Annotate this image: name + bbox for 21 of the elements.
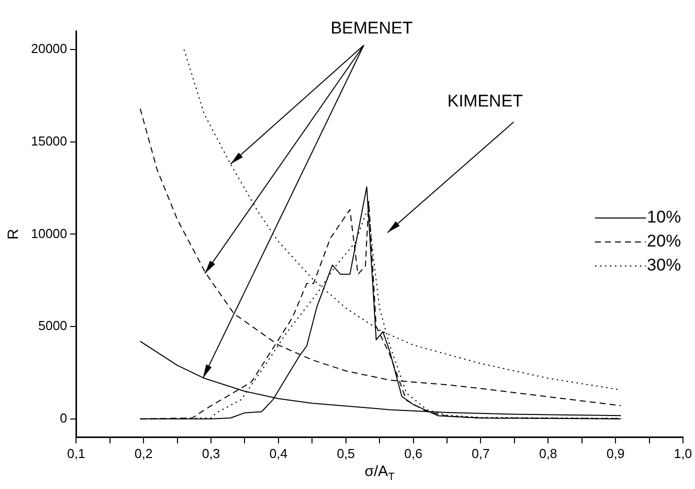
x-tick-label: 0,6 — [404, 446, 422, 461]
legend-label: 30% — [646, 256, 681, 275]
annotation: BEMENET — [330, 18, 413, 38]
legend-label: 10% — [646, 208, 681, 227]
y-tick-label: 20000 — [30, 41, 68, 56]
y-tick-label: 0 — [60, 410, 68, 426]
x-tick-label: 0,2 — [134, 446, 153, 461]
x-tick-label: 0,3 — [202, 446, 220, 461]
x-tick-label: 1,0 — [674, 446, 692, 461]
y-tick-label: 15000 — [30, 133, 68, 148]
legend-label: 20% — [646, 232, 681, 251]
y-tick-label: 10000 — [30, 226, 68, 241]
x-tick-label: 0,7 — [472, 446, 490, 461]
annotation: KIMENET — [447, 91, 523, 110]
x-tick-label: 0,8 — [539, 446, 558, 461]
x-tick-label: 0,1 — [67, 446, 86, 461]
y-axis-title: R — [5, 228, 22, 240]
y-tick-label: 5000 — [38, 318, 68, 334]
x-tick-label: 0,4 — [269, 446, 288, 461]
x-tick-label: 0,9 — [606, 446, 625, 461]
x-tick-label: 0,5 — [336, 446, 355, 461]
